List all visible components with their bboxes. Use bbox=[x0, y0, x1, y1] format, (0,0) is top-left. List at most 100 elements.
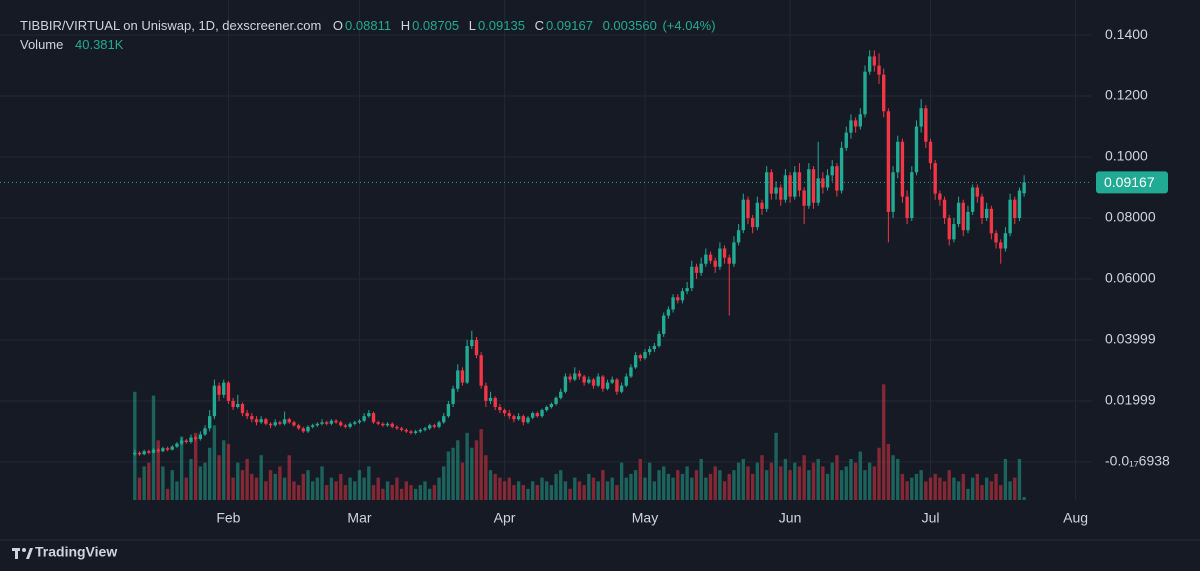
volume-bar bbox=[474, 440, 479, 500]
candle-body bbox=[662, 315, 666, 334]
candle-body bbox=[797, 172, 802, 191]
candle-body bbox=[343, 425, 348, 427]
volume-bar bbox=[900, 473, 905, 500]
legend-close-label: C bbox=[534, 18, 544, 33]
volume-bar bbox=[348, 477, 352, 500]
volume-bar bbox=[189, 458, 193, 500]
candle-body bbox=[442, 416, 446, 423]
volume-bar bbox=[624, 477, 628, 500]
volume-bar bbox=[198, 466, 203, 500]
candle-body bbox=[306, 426, 310, 432]
volume-bar bbox=[437, 477, 441, 500]
volume-bar bbox=[502, 481, 507, 500]
volume-bar bbox=[498, 477, 502, 500]
volume-bar bbox=[208, 447, 212, 500]
volume-bar bbox=[699, 458, 703, 500]
candle-body bbox=[521, 416, 525, 423]
y-tick-label: 0.1000 bbox=[1105, 148, 1148, 164]
y-tick-label: 0.08000 bbox=[1105, 209, 1156, 225]
volume-bar bbox=[666, 473, 671, 500]
volume-bar bbox=[456, 440, 460, 500]
volume-bar bbox=[643, 477, 647, 500]
candle-body bbox=[802, 190, 806, 206]
candle-body bbox=[811, 169, 816, 203]
volume-bar bbox=[736, 462, 741, 500]
candle-body bbox=[1013, 199, 1017, 218]
volume-bar bbox=[690, 477, 694, 500]
candle-body bbox=[329, 420, 334, 424]
volume-bar bbox=[896, 458, 900, 500]
volume-bar bbox=[404, 481, 408, 500]
candle-body bbox=[961, 202, 965, 231]
candle-body bbox=[591, 379, 596, 386]
y-tick-label: 0.1200 bbox=[1105, 87, 1148, 103]
volume-bar bbox=[133, 391, 137, 500]
candle-body bbox=[718, 248, 722, 267]
volume-bar bbox=[409, 485, 413, 500]
y-tick-label: 0.06000 bbox=[1105, 270, 1156, 286]
volume-bar bbox=[708, 473, 713, 500]
volume-bar bbox=[802, 455, 806, 500]
volume-bar bbox=[732, 470, 736, 500]
volume-bar bbox=[301, 473, 305, 500]
volume-bar bbox=[282, 477, 287, 500]
volume-bar bbox=[367, 466, 371, 500]
volume-bar bbox=[755, 462, 760, 500]
volume-bar bbox=[680, 473, 685, 500]
candle-body bbox=[554, 397, 558, 404]
volume-bar bbox=[278, 466, 282, 500]
candle-body bbox=[713, 260, 717, 267]
volume-bar bbox=[596, 481, 600, 500]
candle-body bbox=[760, 202, 764, 209]
candle-body bbox=[732, 242, 736, 264]
candle-body bbox=[367, 413, 371, 417]
volume-bar bbox=[254, 477, 259, 500]
volume-bar bbox=[137, 477, 142, 500]
candle-body bbox=[339, 422, 343, 426]
candle-body bbox=[203, 428, 207, 435]
volume-bar bbox=[479, 429, 483, 500]
volume-bar bbox=[353, 481, 357, 500]
candle-body bbox=[460, 370, 465, 383]
candle-body bbox=[325, 422, 329, 424]
candle-body bbox=[755, 202, 760, 228]
legend-volume: Volume 40.381K bbox=[20, 37, 125, 52]
candle-body bbox=[1008, 199, 1012, 234]
x-tick-label: Jun bbox=[779, 510, 802, 526]
volume-bar bbox=[292, 481, 296, 500]
volume-bar bbox=[161, 466, 165, 500]
volume-bar bbox=[769, 462, 774, 500]
volume-bar bbox=[1022, 496, 1026, 500]
volume-bar bbox=[399, 488, 404, 500]
volume-bar bbox=[250, 473, 254, 500]
volume-bar bbox=[811, 462, 816, 500]
candle-body bbox=[924, 108, 928, 142]
candle-body bbox=[671, 297, 675, 310]
volume-bar bbox=[1003, 458, 1008, 500]
candle-body bbox=[750, 217, 755, 228]
candle-body bbox=[596, 376, 600, 386]
candle-body bbox=[250, 416, 254, 420]
candle-body bbox=[858, 114, 862, 127]
candle-body bbox=[540, 410, 544, 417]
candle-body bbox=[765, 172, 769, 209]
candle-body bbox=[886, 111, 891, 212]
candle-body bbox=[198, 434, 203, 440]
legend-open: 0.08811 bbox=[345, 18, 392, 33]
volume-bar bbox=[760, 455, 764, 500]
candle-body bbox=[217, 385, 221, 395]
candle-body bbox=[226, 382, 231, 401]
x-tick-label: May bbox=[632, 510, 658, 526]
candle-body bbox=[685, 288, 689, 292]
volume-bar bbox=[442, 466, 446, 500]
candle-body bbox=[966, 211, 970, 231]
volume-bar bbox=[882, 384, 886, 500]
volume-bar bbox=[779, 466, 783, 500]
candle-body bbox=[287, 419, 291, 423]
candle-body bbox=[619, 385, 624, 392]
legend-ohlc: TIBBIR/VIRTUAL on Uniswap, 1D, dexscreen… bbox=[20, 18, 718, 33]
candle-body bbox=[348, 423, 352, 427]
x-tick-label: Feb bbox=[216, 510, 240, 526]
candle-body bbox=[905, 196, 909, 218]
candle-body bbox=[853, 120, 858, 127]
